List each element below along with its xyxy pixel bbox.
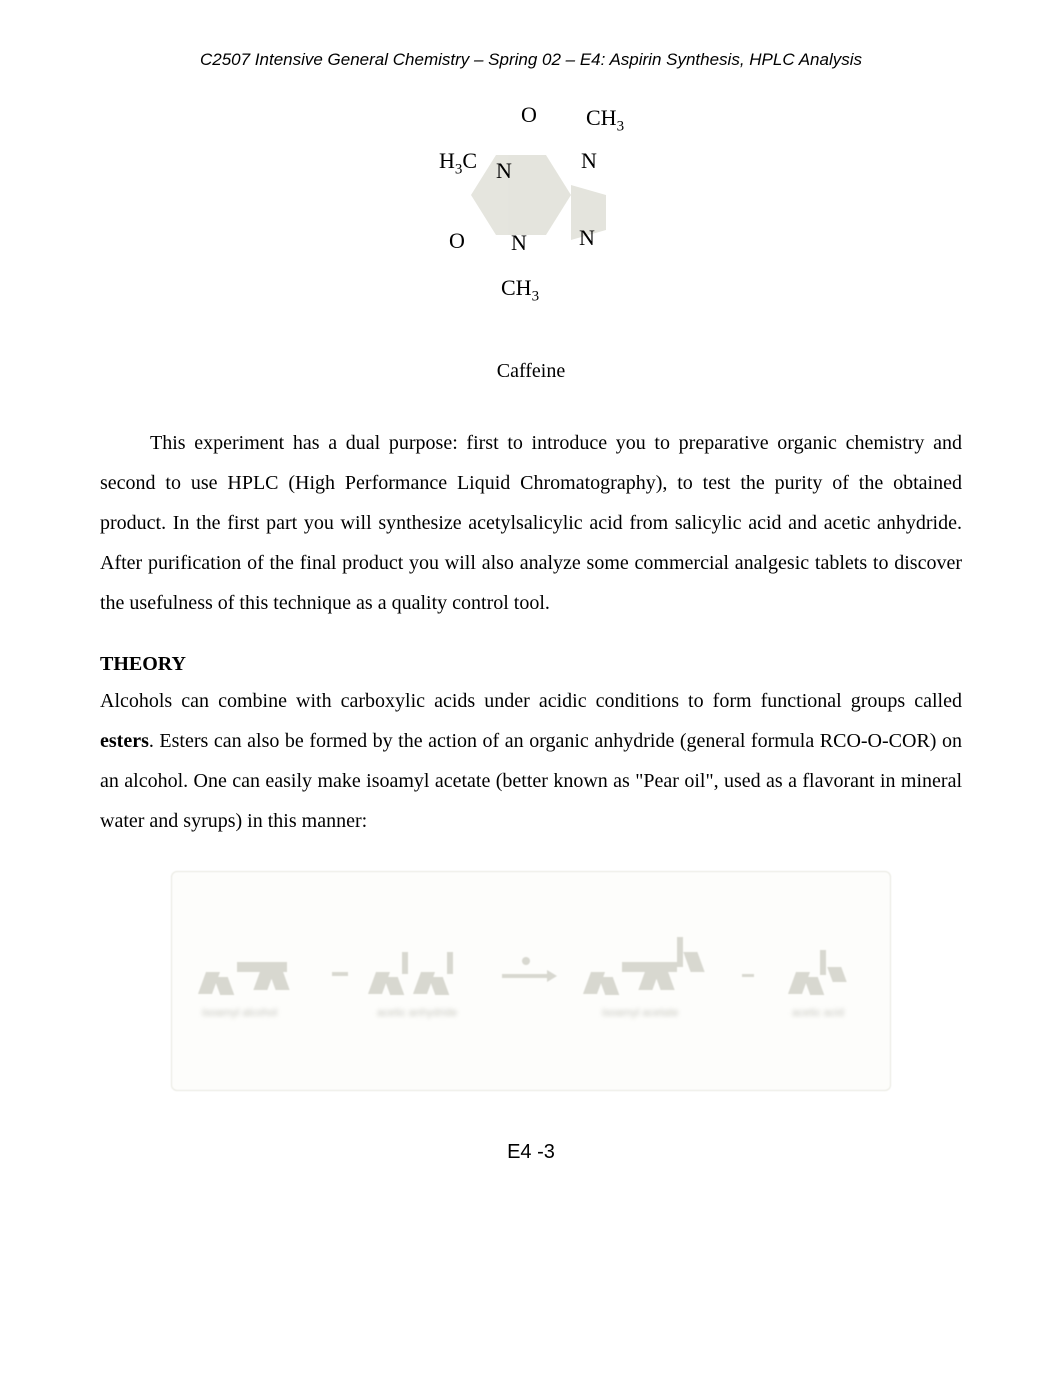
page-number: E4 -3 <box>100 1141 962 1164</box>
reaction-label-3: isoamyl acetate <box>602 1007 678 1019</box>
intro-paragraph: This experiment has a dual purpose: firs… <box>100 423 962 623</box>
label-left-n: N <box>496 158 512 184</box>
label-left-h3c: H3C <box>439 148 477 178</box>
label-top-o: O <box>521 102 537 128</box>
reaction-label-1: isoamyl alcohol <box>202 1007 277 1019</box>
para2-post: . Esters can also be formed by the actio… <box>100 730 962 832</box>
theory-paragraph: Alcohols can combine with carboxylic aci… <box>100 681 962 841</box>
molecule-caption: Caffeine <box>100 360 962 383</box>
label-bottom-o: O <box>449 228 465 254</box>
label-top-ch3: CH3 <box>586 105 624 135</box>
para2-bold: esters <box>100 730 149 752</box>
label-right-n: N <box>581 148 597 174</box>
page-header: C2507 Intensive General Chemistry – Spri… <box>100 50 962 70</box>
reaction-scheme: isoamyl alcohol acetic anhydride isoamyl… <box>171 871 891 1091</box>
para2-pre: Alcohols can combine with carboxylic aci… <box>100 690 962 712</box>
label-bottom-ch3: CH3 <box>501 275 539 305</box>
label-bottom-right-n: N <box>579 225 595 251</box>
reaction-label-2: acetic anhydride <box>377 1007 457 1019</box>
caffeine-structure: O CH3 H3C N N O N N CH3 <box>401 100 661 340</box>
label-bottom-left-n: N <box>511 230 527 256</box>
reaction-label-4: acetic acid <box>792 1007 844 1019</box>
theory-heading: THEORY <box>100 653 962 676</box>
